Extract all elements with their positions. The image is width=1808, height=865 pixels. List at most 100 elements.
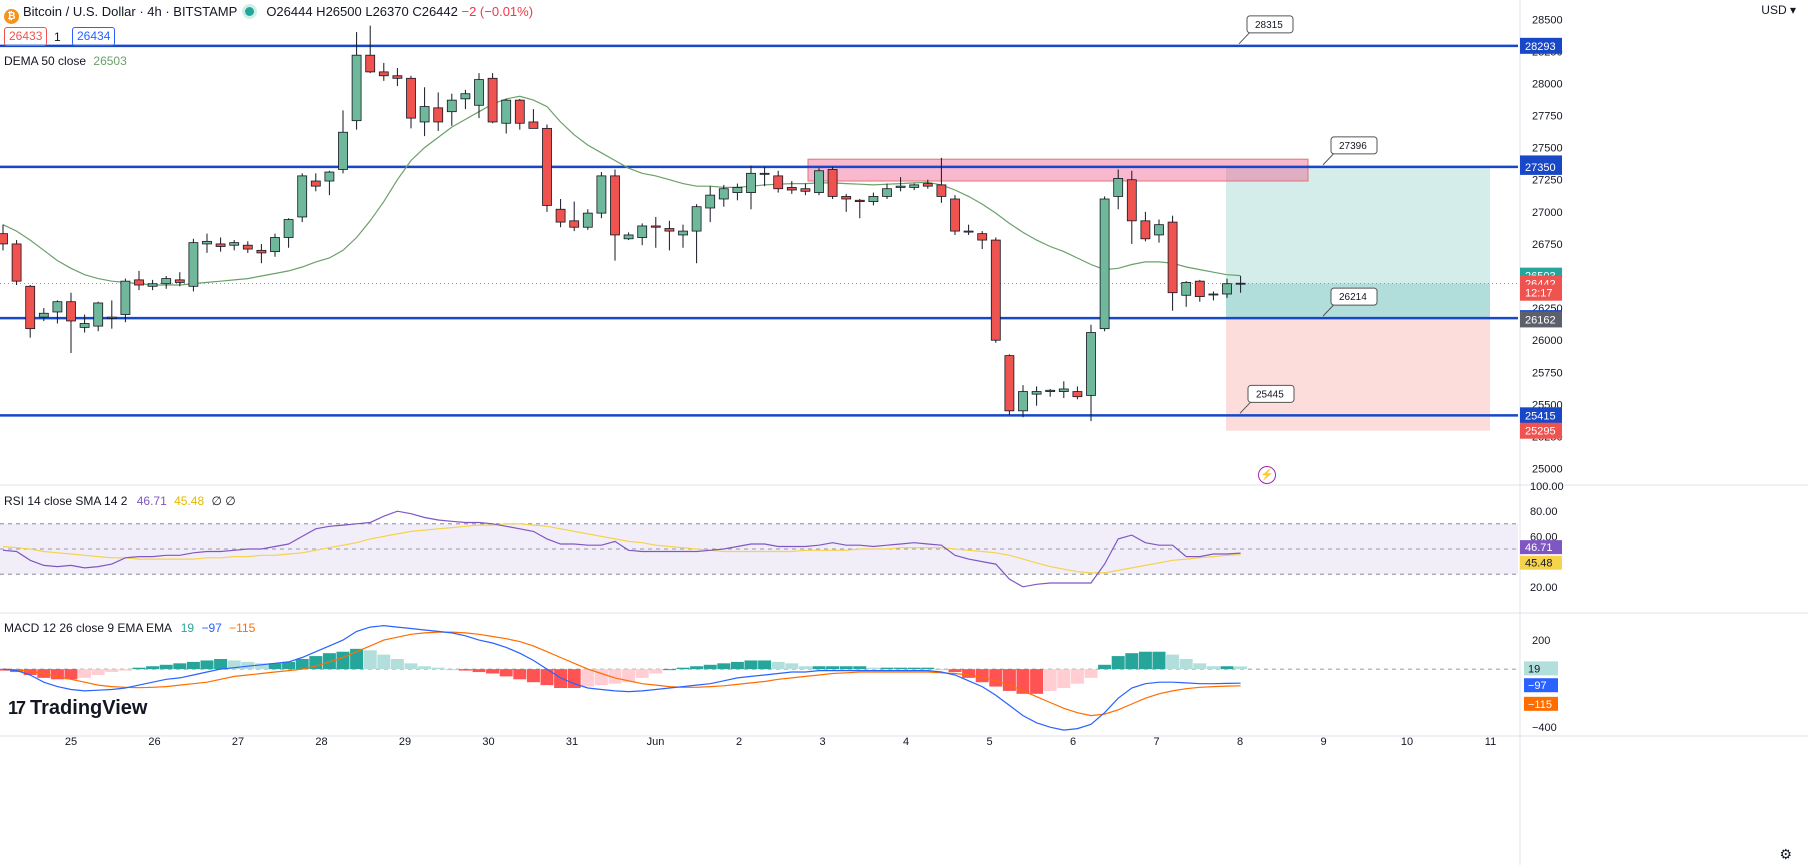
macd-histogram-bar [1234,666,1248,670]
candle-body [1099,198,1110,330]
spread-value: 1 [54,30,61,44]
candle-body [1235,282,1246,285]
macd-histogram-bar [649,669,663,674]
symbol-title[interactable]: Bitcoin / U.S. Dollar · 4h · BITSTAMP [23,4,238,19]
macd-histogram-bar [200,660,214,670]
ask-price-button[interactable]: 26434 [72,27,116,46]
candle-body [310,180,321,187]
rsi-y-tick-label: 80.00 [1530,506,1558,518]
settings-gear-icon[interactable]: ⚙ [1779,846,1792,862]
rsi-y-tick-label: 20.00 [1530,582,1558,594]
macd-histogram-bar [785,663,799,670]
macd-histogram-bar [880,667,894,670]
macd-value-tag [1524,661,1558,676]
x-tick-label: 31 [566,736,578,748]
candle-body [555,208,566,223]
macd-histogram-bar [744,660,758,670]
macd-histogram-bar [989,669,1003,687]
rsi-value: 46.71 [136,494,167,508]
candle-body [106,316,117,319]
macd-histogram-bar [608,669,622,684]
x-tick-label: 4 [903,736,909,748]
macd-histogram-bar [1084,669,1098,678]
macd-histogram-bar [186,661,200,670]
macd-histogram-bar [64,669,78,680]
candle-body [406,77,416,119]
candle-body [229,242,240,246]
currency-selector[interactable]: USD ▾ [1761,3,1796,17]
position-stop-zone [1226,318,1490,431]
candle-body [596,175,607,214]
macd-histogram-bar [839,666,853,670]
macd-legend[interactable]: MACD 12 26 close 9 EMA EMA 19 −97 −115 [4,621,255,635]
candle-body [501,99,512,124]
candle-body [1222,283,1232,295]
macd-histogram-bar [798,666,812,670]
macd-histogram-bar [1138,651,1152,670]
x-tick-label: 10 [1401,736,1413,748]
macd-histogram-bar [921,667,935,670]
candle-body [773,175,784,190]
dema-legend[interactable]: DEMA 50 close 26503 [4,54,127,68]
callout-label: 28315 [1255,20,1283,31]
macd-histogram-bar [730,661,744,670]
candle-body [161,278,172,285]
candle-body [759,172,770,175]
candle-body [977,233,988,241]
candle-body [963,230,974,233]
callout-box [1246,15,1294,34]
candle-body [283,219,294,238]
candle-body [1004,355,1015,412]
macd-histogram-bar [214,658,228,670]
candle-body [990,239,1001,341]
macd-histogram-bar [309,656,323,670]
macd-histogram-bar [1030,669,1044,694]
macd-histogram-bar [50,669,64,680]
macd-histogram-bar [934,669,948,671]
macd-histogram-bar [690,666,704,670]
candle-body [460,93,471,100]
tradingview-name: TradingView [30,697,148,719]
price-tag-label: 27350 [1525,162,1556,174]
callout-label: 25445 [1256,389,1284,400]
candle-body [827,169,838,197]
price-tag [1520,422,1562,439]
macd-histogram-bar [105,669,119,673]
dema-line [2,95,1241,286]
price-tag-label: 25415 [1525,410,1556,422]
macd-histogram-bar [377,654,391,670]
lightning-icon[interactable]: ⚡ [1258,466,1276,484]
rsi-line [2,510,1241,588]
y-tick-label: 25000 [1532,464,1563,476]
candle-body [188,242,199,287]
candle-body [1045,389,1056,392]
rsi-legend[interactable]: RSI 14 close SMA 14 2 46.71 45.48 ∅ ∅ [4,494,236,508]
candle-body [814,170,824,193]
candle-body [582,212,593,228]
x-tick-label: 3 [819,736,825,748]
candle-body [446,99,457,113]
x-tick-label: Jun [647,736,665,748]
symbol-header[interactable]: ₿ Bitcoin / U.S. Dollar · 4h · BITSTAMP O2… [4,4,533,24]
macd-histogram-bar [336,651,350,670]
price-tag [1520,158,1562,175]
bitcoin-logo-icon: ₿ [4,9,19,24]
rsi-extra: ∅ ∅ [211,494,236,508]
bid-price-button[interactable]: 26433 [4,27,48,46]
tradingview-logo[interactable]: 17 TradingView [8,697,147,720]
candle-body [718,188,729,200]
macd-histogram-bar [812,666,826,670]
macd-histogram-bar [363,650,377,670]
macd-histogram-bar [227,660,241,670]
rsi-label: RSI 14 close SMA 14 2 [4,494,128,508]
candle-body [854,199,865,202]
x-tick-label: 30 [482,736,494,748]
macd-histogram-bar [635,669,649,678]
price-tag [1520,37,1562,54]
macd-histogram-bar [350,648,364,670]
macd-value-tag-label: 19 [1528,663,1540,675]
candle-body [528,121,539,129]
candle-body [1072,391,1083,398]
candle-body [542,127,552,206]
